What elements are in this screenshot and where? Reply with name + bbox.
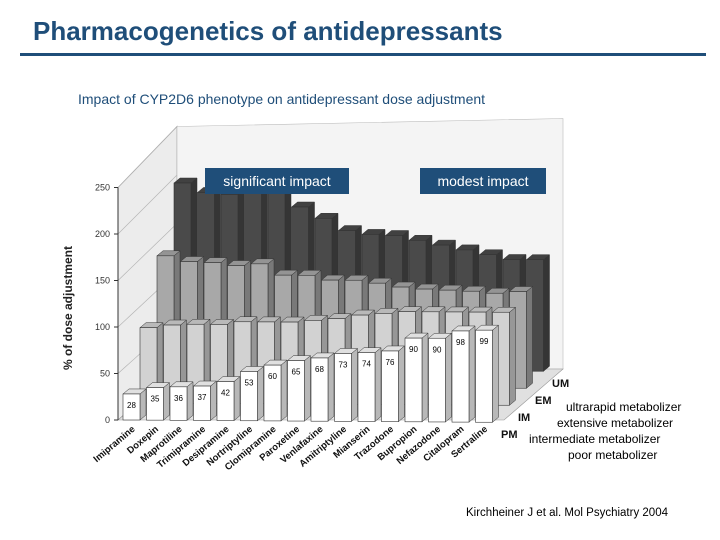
bar-PM-Nortriptyline — [239, 365, 265, 422]
bar-front — [475, 329, 493, 423]
bar-side — [468, 325, 476, 423]
data-label: 90 — [409, 345, 418, 354]
bar-PM-Amitriptyline — [333, 347, 359, 422]
data-label: 99 — [480, 337, 489, 346]
bar-PM-Venlafaxine — [310, 352, 335, 422]
bar-PM-Sertraline — [474, 324, 500, 423]
data-label: 74 — [362, 360, 371, 369]
citation: Kirchheiner J et al. Mol Psychiatry 2004 — [466, 507, 668, 519]
bar-side — [304, 355, 311, 422]
y-axis: 0 50 100 150 200 250 % of dose adjustment — [61, 183, 119, 425]
data-label: 37 — [198, 393, 207, 402]
bar-front — [404, 337, 423, 423]
bar-front — [263, 364, 282, 422]
series-label: IM — [518, 412, 530, 424]
bar-front — [216, 381, 235, 421]
y-tick-label: 100 — [95, 322, 110, 332]
y-tick-label: 250 — [95, 183, 110, 193]
bar-PM-Doxepin — [145, 382, 171, 421]
bar-side — [210, 380, 217, 421]
bar-side — [257, 365, 264, 422]
legend-em: extensive metabolizer — [557, 416, 674, 430]
bar-front — [122, 393, 141, 421]
bar-side — [327, 352, 335, 422]
data-label: 68 — [315, 365, 324, 374]
legend-um: ultrarapid metabolizer — [566, 400, 682, 414]
bar-front — [193, 385, 211, 421]
y-tick-label: 50 — [100, 369, 110, 379]
y-tick-label: 150 — [95, 276, 110, 286]
data-label: 60 — [268, 372, 277, 381]
page-title: Pharmacogenetics of antidepressants — [33, 16, 503, 46]
bar-PM-Maprotiline — [169, 381, 194, 421]
data-label: 53 — [245, 378, 254, 387]
data-label: 73 — [339, 360, 348, 369]
bar-front — [451, 330, 470, 423]
bar-PM-Bupropion — [404, 332, 429, 423]
bar-side — [492, 324, 499, 423]
gridline — [117, 126, 178, 188]
bar-front — [381, 350, 399, 422]
bar-side — [526, 285, 533, 389]
y-tick-label: 0 — [105, 415, 110, 425]
bar-PM-Nefazodone — [427, 332, 453, 423]
bar-front — [287, 360, 305, 422]
bar-PM-Clomipramine — [263, 359, 288, 422]
y-axis-label: % of dose adjustment — [61, 246, 75, 370]
bar-side — [233, 376, 241, 422]
data-label: 35 — [151, 395, 160, 404]
legend-im: intermediate metabolizer — [529, 432, 661, 446]
gridline — [117, 223, 178, 281]
bar-front — [357, 352, 376, 422]
gridline — [117, 174, 178, 235]
bar-front — [169, 386, 188, 421]
series-label: EM — [535, 395, 552, 407]
data-label: 36 — [174, 394, 183, 403]
bar-PM-Citalopram — [451, 325, 476, 423]
y-tick-label: 200 — [95, 229, 110, 239]
chart-bars — [122, 177, 551, 423]
bar-side — [374, 347, 382, 423]
bar-front — [334, 353, 352, 422]
data-label: 76 — [386, 358, 395, 367]
bar-PM-Imipramine — [122, 388, 147, 421]
bar-front — [240, 371, 258, 422]
series-label: UM — [552, 378, 569, 390]
data-label: 65 — [292, 368, 301, 377]
bar-side — [445, 332, 452, 423]
bar-PM-Mianserin — [357, 347, 382, 423]
chart-subtitle: Impact of CYP2D6 phenotype on antidepres… — [78, 91, 486, 107]
bar-front — [310, 357, 329, 422]
bar-PM-Trimipramine — [192, 380, 218, 421]
bar-front — [428, 337, 446, 423]
callout-significant-impact: significant impact — [205, 168, 349, 194]
data-label: 98 — [456, 338, 465, 347]
data-label: 42 — [221, 389, 230, 398]
bar-PM-Trazodone — [380, 345, 406, 423]
bar-side — [351, 347, 358, 422]
data-label: 90 — [433, 345, 442, 354]
bar-side — [186, 381, 194, 421]
bar-PM-Desipramine — [216, 376, 241, 422]
bar-PM-Paroxetine — [286, 355, 312, 422]
series-label: PM — [501, 429, 518, 441]
bar-side — [280, 359, 288, 422]
data-label: 28 — [127, 401, 136, 410]
bar-side — [421, 332, 429, 423]
bar-side — [543, 254, 550, 372]
bar-side — [163, 382, 170, 421]
bar-side — [398, 345, 405, 423]
title-divider — [20, 53, 706, 56]
bar-side — [139, 388, 147, 421]
callout-modest-impact: modest impact — [420, 168, 546, 194]
bar-side — [509, 306, 516, 406]
bar-front — [146, 387, 164, 421]
legend-pm: poor metabolizer — [568, 448, 658, 462]
